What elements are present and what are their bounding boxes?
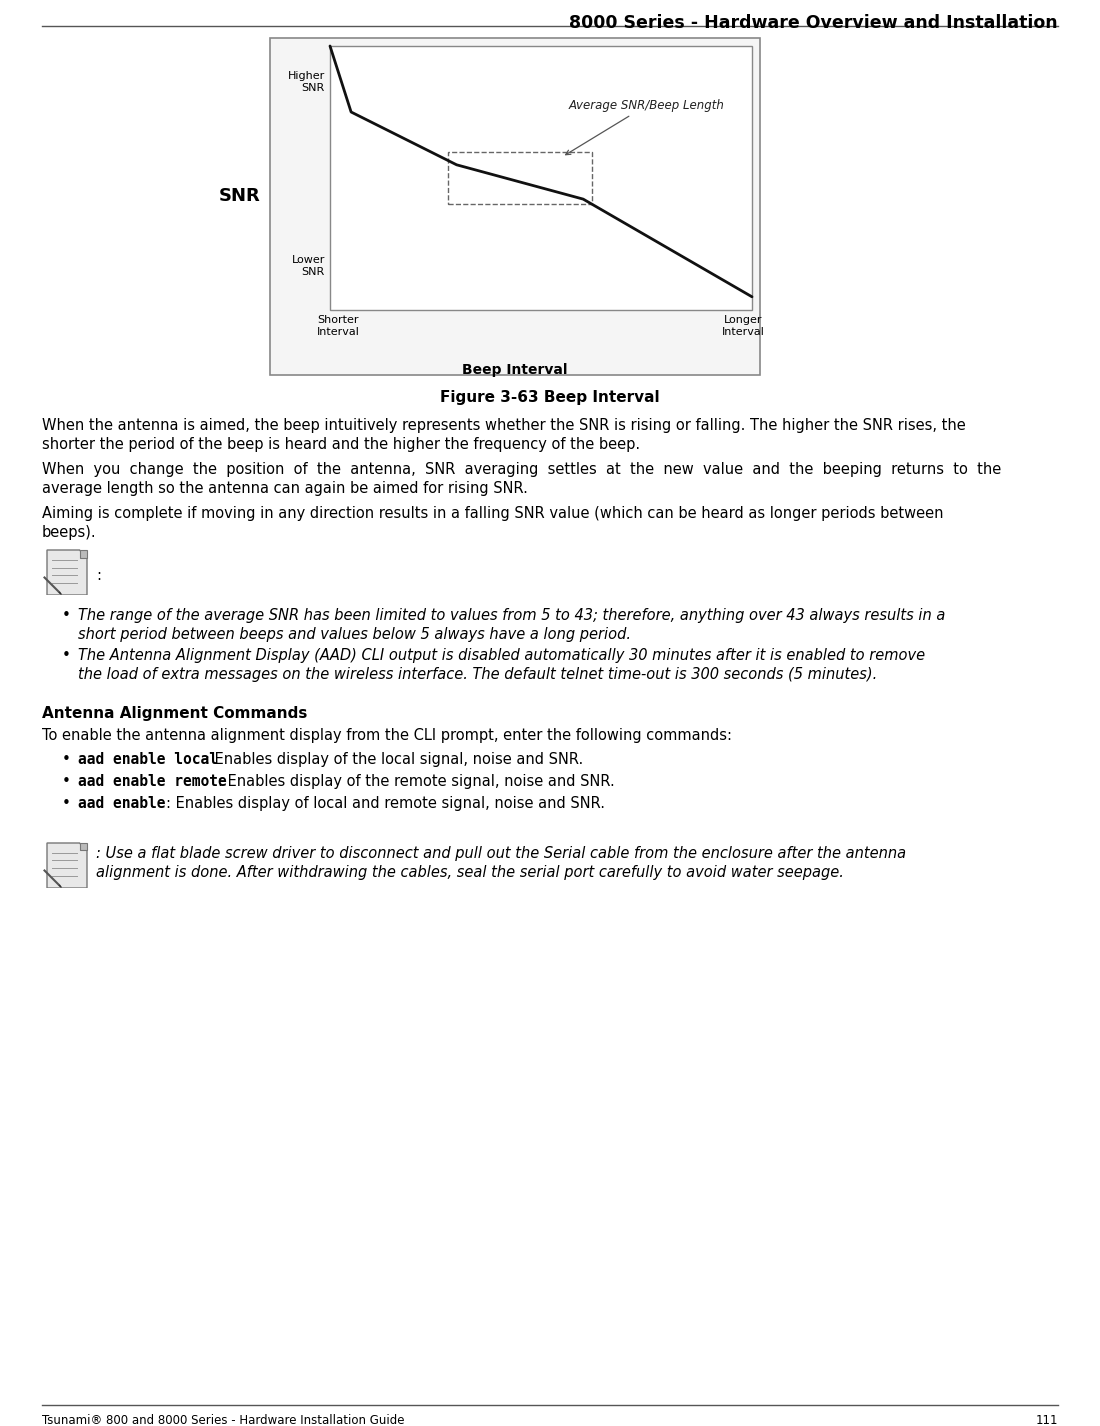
Text: 111: 111 <box>1035 1415 1058 1426</box>
Text: aad enable remote: aad enable remote <box>78 774 227 789</box>
Text: :: : <box>96 568 101 582</box>
Polygon shape <box>79 843 87 850</box>
Text: Shorter
Interval: Shorter Interval <box>317 315 360 337</box>
Text: alignment is done. After withdrawing the cables, seal the serial port carefully : alignment is done. After withdrawing the… <box>96 866 844 880</box>
Text: : Enables display of local and remote signal, noise and SNR.: : Enables display of local and remote si… <box>166 796 605 811</box>
Text: aad enable: aad enable <box>78 796 165 811</box>
Bar <box>448 151 592 204</box>
Text: Average SNR/Beep Length: Average SNR/Beep Length <box>565 98 725 154</box>
Text: Antenna Alignment Commands: Antenna Alignment Commands <box>42 706 307 722</box>
Polygon shape <box>79 550 87 558</box>
Text: •: • <box>62 752 70 767</box>
Text: Higher
SNR: Higher SNR <box>288 71 324 93</box>
Text: SNR: SNR <box>218 187 260 205</box>
Polygon shape <box>47 550 87 595</box>
Text: 8000 Series - Hardware Overview and Installation: 8000 Series - Hardware Overview and Inst… <box>570 14 1058 31</box>
Text: : Enables display of the remote signal, noise and SNR.: : Enables display of the remote signal, … <box>218 774 615 789</box>
Text: Figure 3-63 Beep Interval: Figure 3-63 Beep Interval <box>440 389 660 405</box>
Text: average length so the antenna can again be aimed for rising SNR.: average length so the antenna can again … <box>42 481 528 496</box>
Bar <box>330 46 752 309</box>
Text: beeps).: beeps). <box>42 525 97 540</box>
Text: the load of extra messages on the wireless interface. The default telnet time-ou: the load of extra messages on the wirele… <box>78 667 878 682</box>
Polygon shape <box>47 843 87 888</box>
Text: Aiming is complete if moving in any direction results in a falling SNR value (wh: Aiming is complete if moving in any dire… <box>42 506 944 520</box>
Text: : Enables display of the local signal, noise and SNR.: : Enables display of the local signal, n… <box>205 752 583 767</box>
Text: •: • <box>62 796 70 811</box>
Text: shorter the period of the beep is heard and the higher the frequency of the beep: shorter the period of the beep is heard … <box>42 436 640 452</box>
Text: When the antenna is aimed, the beep intuitively represents whether the SNR is ri: When the antenna is aimed, the beep intu… <box>42 418 966 434</box>
Text: Lower
SNR: Lower SNR <box>292 255 324 277</box>
Text: The range of the average SNR has been limited to values from 5 to 43; therefore,: The range of the average SNR has been li… <box>78 607 945 623</box>
Text: •: • <box>62 607 70 623</box>
Text: Tsunami® 800 and 8000 Series - Hardware Installation Guide: Tsunami® 800 and 8000 Series - Hardware … <box>42 1415 405 1426</box>
Text: The Antenna Alignment Display (AAD) CLI output is disabled automatically 30 minu: The Antenna Alignment Display (AAD) CLI … <box>78 647 925 663</box>
Bar <box>270 39 760 375</box>
Text: •: • <box>62 647 70 663</box>
Text: : Use a flat blade screw driver to disconnect and pull out the Serial cable from: : Use a flat blade screw driver to disco… <box>96 846 906 861</box>
Text: •: • <box>62 774 70 789</box>
Text: Longer
Interval: Longer Interval <box>722 315 764 337</box>
Text: To enable the antenna alignment display from the CLI prompt, enter the following: To enable the antenna alignment display … <box>42 729 732 743</box>
Text: short period between beeps and values below 5 always have a long period.: short period between beeps and values be… <box>78 627 631 642</box>
Text: When  you  change  the  position  of  the  antenna,  SNR  averaging  settles  at: When you change the position of the ante… <box>42 462 1001 478</box>
Text: aad enable local: aad enable local <box>78 752 218 767</box>
Text: Beep Interval: Beep Interval <box>462 364 568 376</box>
